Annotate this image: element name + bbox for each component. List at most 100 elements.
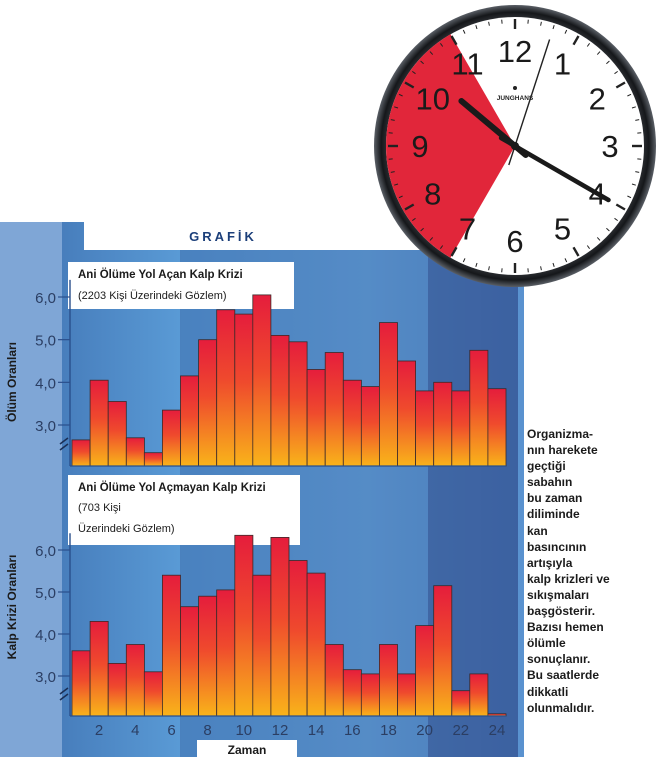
bar — [198, 595, 218, 717]
side-caption-line: olunmalıdır. — [527, 700, 595, 715]
clock-tick — [615, 203, 626, 211]
clock-tick — [596, 51, 601, 55]
bar — [288, 560, 308, 717]
clock-tick — [420, 60, 424, 65]
clock-numeral: 7 — [459, 211, 476, 246]
bar — [161, 574, 181, 717]
x-tick-label: 2 — [95, 722, 103, 739]
bar — [180, 375, 200, 467]
side-caption-line: dikkatli — [527, 684, 569, 699]
clock-tick — [552, 25, 555, 30]
clock-tick — [475, 262, 478, 267]
clock-tick — [627, 195, 632, 199]
bar — [89, 621, 109, 717]
bar — [415, 625, 435, 717]
chart-title: Ani Ölüme Yol Açmayan Kalp Krizi — [78, 481, 266, 494]
y-tick-label: 6,0 — [35, 543, 56, 560]
bar — [415, 390, 435, 467]
x-axis-label: Zaman — [228, 743, 267, 757]
clock-tick — [429, 51, 434, 55]
clock-tick — [439, 245, 444, 249]
clock-numeral: 5 — [554, 211, 571, 246]
y-tick-label: 5,0 — [35, 333, 56, 350]
x-tick-label: 16 — [344, 722, 361, 739]
bar — [180, 606, 200, 717]
chart-subtitle-cont: Üzerindeki Gözlem) — [78, 523, 175, 535]
clock-tick — [404, 203, 415, 211]
y-tick-label: 5,0 — [35, 585, 56, 602]
bar — [433, 381, 453, 467]
x-tick-label: 12 — [272, 722, 289, 739]
clock-tick — [552, 262, 555, 267]
clock-tick — [564, 29, 568, 34]
bar — [71, 439, 91, 467]
clock-tick — [398, 195, 403, 199]
y-tick-label: 4,0 — [35, 627, 56, 644]
clock-numeral: 9 — [411, 129, 428, 164]
banner-box — [84, 221, 430, 250]
chart-top: Ani Ölüme Yol Açan Kalp Krizi (2203 Kişi … — [4, 262, 507, 467]
x-tick-label: 8 — [203, 722, 211, 739]
clock-tick — [390, 119, 395, 121]
chart-bottom: Ani Ölüme Yol Açmayan Kalp Krizi (703 Kiş… — [5, 475, 507, 739]
clock-minute-hand — [498, 135, 611, 203]
clock-numerals: 121234567891011 — [411, 34, 618, 259]
bar — [324, 644, 344, 717]
y-tick-label: 6,0 — [35, 290, 56, 307]
bar — [161, 409, 181, 467]
clock-tick — [398, 93, 403, 97]
clock-tick — [564, 258, 568, 263]
bar — [216, 589, 236, 717]
clock-tick — [586, 245, 591, 249]
bar — [397, 360, 417, 467]
bar — [143, 671, 163, 717]
axis-break-icon — [59, 437, 69, 451]
x-tick-label: 10 — [235, 722, 252, 739]
bar — [306, 369, 326, 467]
bar — [360, 673, 380, 717]
y-tick-label: 3,0 — [35, 669, 56, 686]
clock-brand: JUNGHANS — [497, 95, 534, 102]
bar — [451, 690, 471, 717]
bar — [234, 313, 254, 467]
clock-tick — [606, 60, 610, 65]
clock-numeral: 10 — [415, 82, 449, 117]
clock-tick — [394, 183, 399, 186]
x-axis-label-box — [197, 740, 297, 758]
bar — [125, 437, 145, 467]
clock-highlight-sector — [386, 34, 515, 258]
chart-title-box — [68, 475, 300, 545]
bar — [378, 322, 398, 467]
bar — [107, 663, 127, 717]
clock-tick — [606, 227, 610, 232]
bar — [397, 673, 417, 717]
banner: GRAFİK — [84, 221, 430, 250]
bar — [342, 669, 362, 717]
side-caption-line: Bazısı hemen — [527, 620, 604, 635]
axis-break-icon — [59, 687, 69, 701]
side-caption-line: diliminde — [527, 507, 580, 522]
banner-title: GRAFİK — [189, 229, 257, 244]
bar — [342, 379, 362, 467]
side-caption-line: basıncının — [527, 539, 587, 554]
bar — [107, 401, 127, 467]
clock-tick — [627, 93, 632, 97]
side-caption-line: Organizma- — [527, 427, 594, 441]
clock-tick — [540, 21, 542, 26]
clock-tick — [412, 217, 416, 222]
side-caption-line: bu zaman — [527, 491, 583, 506]
clock-tick — [572, 246, 580, 257]
bar — [288, 341, 308, 467]
side-caption-line: nın harekete — [527, 443, 598, 458]
clock-tick — [475, 25, 478, 30]
y-tick-label: 3,0 — [35, 418, 56, 435]
clock-tick — [614, 217, 618, 222]
clock-tick — [631, 183, 636, 186]
bar — [487, 388, 507, 467]
bar — [198, 339, 218, 467]
y-axis-label: Kalp Krizi Oranları — [5, 555, 19, 660]
clock-tick — [635, 171, 640, 173]
clock-center-pin — [511, 142, 519, 150]
clock-numeral: 11 — [451, 47, 483, 82]
bar — [378, 644, 398, 717]
